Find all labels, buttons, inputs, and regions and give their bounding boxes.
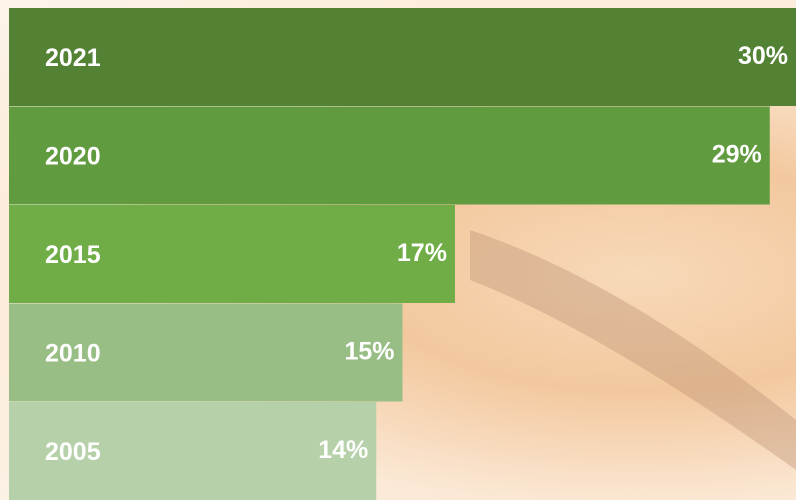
value-label: 29% (712, 140, 762, 168)
value-label: 14% (318, 436, 368, 464)
bar (9, 8, 796, 106)
category-label: 2005 (45, 438, 101, 466)
value-label: 15% (344, 337, 394, 365)
chart: 2021 30% 2020 29% 2015 17% 2010 15% 2005 14% (0, 0, 796, 500)
category-label: 2010 (45, 339, 101, 367)
category-label: 2020 (45, 142, 101, 170)
background-shape (470, 230, 796, 470)
category-label: 2015 (45, 241, 101, 269)
value-label: 30% (738, 42, 788, 70)
category-label: 2021 (45, 44, 101, 72)
bar (9, 107, 770, 205)
value-label: 17% (397, 239, 447, 267)
